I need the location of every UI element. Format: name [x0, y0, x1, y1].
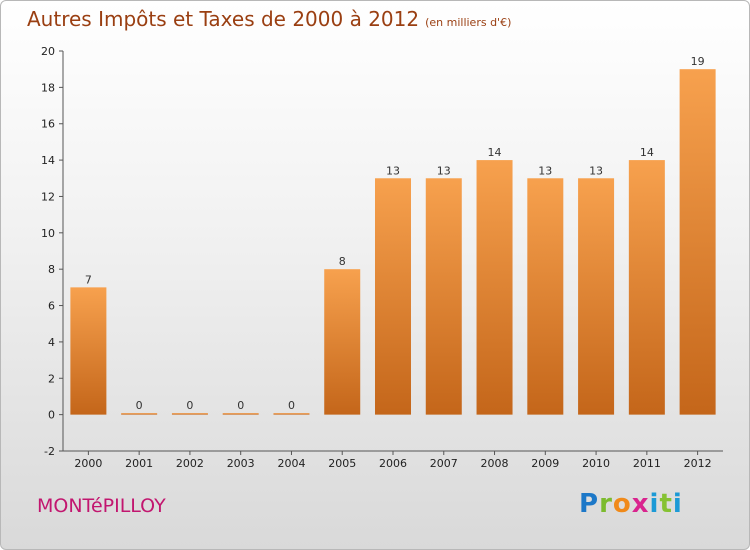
chart-subtitle: (en milliers d'€) — [425, 16, 512, 29]
x-tick-label-2001: 2001 — [125, 457, 153, 470]
x-tick-label-2004: 2004 — [277, 457, 305, 470]
bar-2003 — [222, 413, 259, 415]
x-tick-label-2009: 2009 — [531, 457, 559, 470]
y-tick-label: 20 — [41, 45, 55, 58]
proxiti-logo: Proxiti — [579, 489, 683, 519]
y-tick-label: 16 — [41, 118, 55, 131]
bar-2000 — [70, 287, 107, 415]
bar-2001 — [121, 413, 158, 415]
y-tick-label: 14 — [41, 154, 55, 167]
x-tick-label-2006: 2006 — [379, 457, 407, 470]
data-label-2006: 13 — [386, 164, 400, 177]
x-tick-label-2011: 2011 — [633, 457, 661, 470]
chart-title: Autres Impôts et Taxes de 2000 à 2012 (en… — [27, 7, 511, 31]
bar-2011 — [628, 160, 665, 415]
logo-letter-2: r — [599, 489, 613, 519]
labels: 7 2000 0 2001 0 2002 0 2003 0 2004 8 2005 13 2006 13 20… — [74, 55, 711, 470]
y-tick-label: -2 — [44, 445, 55, 458]
y-tick-label: 12 — [41, 190, 55, 203]
bar-2006 — [375, 178, 411, 415]
bar-2002 — [171, 413, 208, 415]
y-tick-label: 10 — [41, 227, 55, 240]
logo-letter-6: t — [659, 489, 673, 519]
data-label-2005: 8 — [339, 255, 346, 268]
bar-2004 — [273, 413, 310, 415]
y-tick-label: 6 — [48, 300, 55, 313]
axes: -2 0 2 4 6 8 10 12 14 16 18 20 — [41, 45, 723, 458]
data-label-2004: 0 — [288, 399, 295, 412]
data-label-2001: 0 — [136, 399, 143, 412]
bar-2005 — [324, 269, 361, 415]
bar-2010 — [578, 178, 615, 415]
bar-2009 — [527, 178, 564, 415]
logo-letter-5: i — [649, 489, 660, 519]
y-tick-label: 2 — [48, 372, 55, 385]
bar-2007 — [425, 178, 462, 415]
data-label-2007: 13 — [437, 164, 451, 177]
y-tick-label: 18 — [41, 81, 55, 94]
x-tick-label-2010: 2010 — [582, 457, 610, 470]
bar-2012 — [679, 69, 716, 415]
data-label-2010: 13 — [589, 164, 603, 177]
logo-letter-7: i — [672, 489, 683, 519]
chart-title-text: Autres Impôts et Taxes de 2000 à 2012 — [27, 7, 420, 31]
x-tick-label-2005: 2005 — [328, 457, 356, 470]
data-label-2012: 19 — [691, 55, 705, 68]
data-label-2008: 14 — [488, 146, 502, 159]
commune-name: MONTéPILLOY — [37, 495, 166, 517]
data-label-2000: 7 — [85, 273, 92, 286]
y-tick-label: 4 — [48, 336, 55, 349]
x-tick-label-2000: 2000 — [74, 457, 102, 470]
x-tick-label-2008: 2008 — [481, 457, 509, 470]
y-tick-label: 8 — [48, 263, 55, 276]
x-tick-label-2007: 2007 — [430, 457, 458, 470]
x-tick-label-2003: 2003 — [227, 457, 255, 470]
logo-letter-4: x — [631, 489, 650, 519]
logo-letter-3: o — [612, 489, 632, 519]
x-tick-label-2012: 2012 — [684, 457, 712, 470]
data-label-2009: 13 — [538, 164, 552, 177]
bars — [70, 69, 716, 415]
bar-2008 — [476, 160, 513, 415]
data-label-2011: 14 — [640, 146, 654, 159]
data-label-2003: 0 — [237, 399, 244, 412]
y-tick-label: 0 — [48, 409, 55, 422]
logo-letter-1: P — [579, 489, 600, 519]
data-label-2002: 0 — [186, 399, 193, 412]
x-tick-label-2002: 2002 — [176, 457, 204, 470]
